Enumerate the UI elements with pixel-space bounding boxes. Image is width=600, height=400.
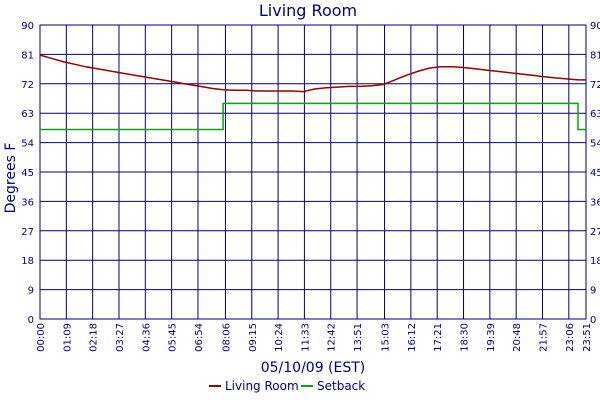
x-tick-label: 08:06	[221, 323, 232, 352]
x-tick-label: 20:48	[512, 323, 523, 352]
series-line-setback	[40, 102, 586, 131]
y-tick-label-left: 27	[21, 227, 34, 238]
y-tick-label-right: 36	[590, 197, 600, 208]
x-tick-label: 10:24	[274, 323, 285, 352]
y-tick-label-right: 63	[590, 109, 600, 120]
y-tick-label-right: 81	[590, 50, 600, 61]
x-tick-label: 03:27	[115, 323, 126, 352]
x-tick-label: 01:09	[62, 323, 73, 352]
x-tick-label: 13:51	[353, 323, 364, 352]
y-tick-label-left: 45	[21, 168, 34, 179]
x-tick-label: 11:33	[300, 323, 311, 352]
x-tick-label: 09:15	[248, 323, 259, 352]
x-tick-label: 21:57	[539, 323, 550, 352]
y-tick-label-right: 9	[590, 286, 596, 297]
x-tick-label: 23:51	[582, 323, 593, 352]
x-tick-label: 18:30	[460, 323, 471, 352]
x-tick-label: 05:45	[168, 323, 179, 352]
grid	[39, 24, 587, 320]
x-axis-title: 05/10/09 (EST)	[261, 360, 366, 376]
series-layer	[39, 54, 586, 131]
y-tick-label-right: 90	[590, 21, 600, 32]
series-line-living-room	[39, 54, 586, 93]
y-axis-title: Degrees F	[3, 143, 19, 214]
y-tick-label-left: 18	[21, 256, 34, 267]
x-tick-label: 19:39	[486, 323, 497, 352]
legend-label-living-room: Living Room	[225, 379, 299, 393]
y-tick-label-right: 0	[590, 315, 596, 326]
y-tick-label-left: 36	[21, 197, 34, 208]
x-tick-label: 15:03	[381, 323, 392, 352]
legend: Living Room Setback	[209, 379, 365, 393]
x-tick-label: 23:06	[565, 323, 576, 352]
y-tick-label-right: 72	[590, 80, 600, 91]
y-tick-label-left: 63	[21, 109, 34, 120]
x-tick-label: 16:12	[407, 323, 418, 352]
y-axis-right: 0 9 18 27 36 45 54 63 72 81 90	[590, 21, 600, 326]
x-tick-label: 02:18	[89, 323, 100, 352]
y-tick-label-left: 72	[21, 80, 34, 91]
y-tick-label-right: 18	[590, 256, 600, 267]
legend-label-setback: Setback	[317, 379, 365, 393]
x-axis: 00:00 01:09 02:18 03:27 04:36 05:45 06:54 08:06…	[36, 323, 593, 352]
y-tick-label-right: 45	[590, 168, 600, 179]
chart-title: Living Room	[259, 1, 357, 20]
x-tick-label: 06:54	[194, 323, 205, 352]
y-tick-label-right: 54	[590, 139, 600, 150]
y-tick-label-left: 9	[28, 286, 34, 297]
x-tick-label: 04:36	[141, 323, 152, 352]
y-tick-label-left: 90	[21, 21, 34, 32]
y-axis-left: 0 9 18 27 36 45 54 63 72 81 90	[21, 21, 34, 326]
x-tick-label: 12:42	[327, 323, 338, 352]
x-tick-label: 00:00	[36, 323, 47, 352]
y-tick-label-left: 54	[21, 139, 34, 150]
x-tick-label: 17:21	[433, 323, 444, 352]
y-tick-label-right: 27	[590, 227, 600, 238]
y-tick-label-left: 81	[21, 50, 34, 61]
y-tick-label-left: 0	[28, 315, 34, 326]
